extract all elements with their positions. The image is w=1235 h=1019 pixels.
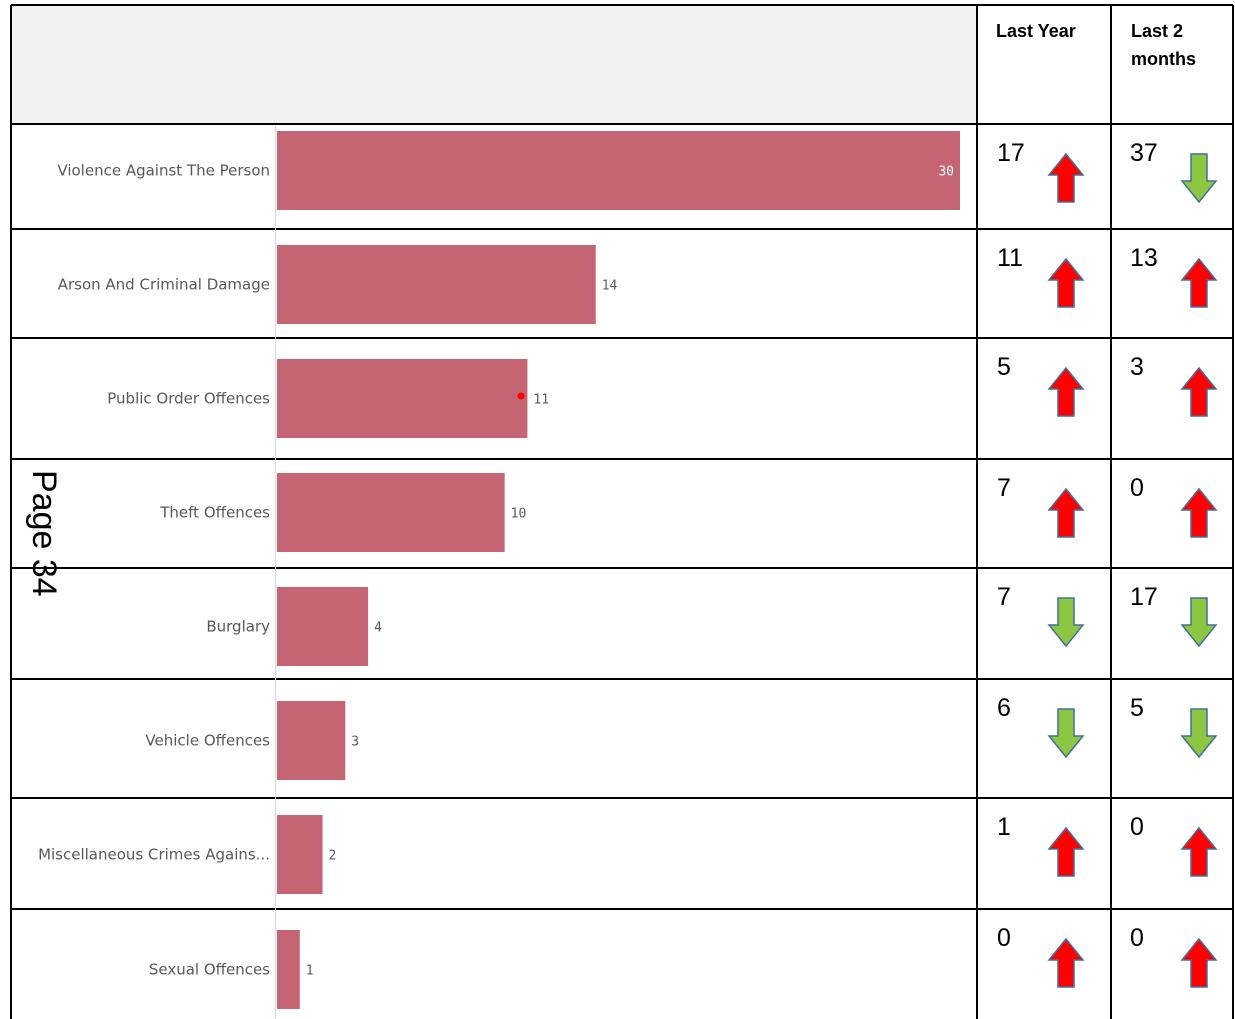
arrow-down-icon <box>1047 597 1085 648</box>
last-year-value: 7 <box>997 583 1011 611</box>
bar <box>277 587 369 666</box>
table-header-background <box>11 5 977 124</box>
bar <box>277 701 346 780</box>
arrow-up-icon <box>1180 257 1218 308</box>
last-2-months-value: 37 <box>1130 139 1158 167</box>
arrow-up-icon <box>1047 152 1085 203</box>
header-last-2-months-line-1: Last 2 <box>1131 21 1183 41</box>
category-label: Vehicle Offences <box>145 732 270 750</box>
arrow-up-icon <box>1180 487 1218 538</box>
arrow-down-icon <box>1047 708 1085 759</box>
arrow-up-icon <box>1047 937 1085 988</box>
data-label: 1 <box>306 964 314 979</box>
arrow-up-icon <box>1180 937 1218 988</box>
data-label: 2 <box>329 849 337 864</box>
data-label: 30 <box>938 165 954 180</box>
last-year-value: 7 <box>997 474 1011 502</box>
data-label: 11 <box>533 393 549 408</box>
header-last-2-months: Last 2 months <box>1131 21 1196 69</box>
last-2-months-value: 5 <box>1130 694 1144 722</box>
arrow-up-icon <box>1047 826 1085 877</box>
last-2-months-value: 0 <box>1130 813 1144 841</box>
arrow-down-icon <box>1180 708 1218 759</box>
header-last-year: Last Year <box>996 21 1076 41</box>
category-label: Theft Offences <box>159 504 270 522</box>
category-label: Public Order Offences <box>107 390 270 408</box>
last-year-value: 6 <box>997 694 1011 722</box>
category-labels: Violence Against The Person Arson And Cri… <box>38 162 270 979</box>
data-label: 14 <box>602 279 618 294</box>
last-2-months-value: 0 <box>1130 924 1144 952</box>
arrow-up-icon <box>1180 366 1218 417</box>
last-2-months-value: 13 <box>1130 244 1158 272</box>
category-label: Sexual Offences <box>149 961 270 979</box>
data-labels: 30 14 11 10 4 3 2 1 <box>306 165 954 979</box>
arrow-up-icon <box>1180 826 1218 877</box>
bar <box>277 245 596 324</box>
data-label: 3 <box>351 735 359 750</box>
category-label: Burglary <box>206 618 270 636</box>
last-year-value: 5 <box>997 353 1011 381</box>
last-year-value: 0 <box>997 924 1011 952</box>
arrow-up-icon <box>1047 487 1085 538</box>
category-label: Miscellaneous Crimes Agains... <box>38 846 270 864</box>
last-2-months-value: 17 <box>1130 583 1158 611</box>
red-marker-dot <box>517 392 525 400</box>
last-2-months-value: 3 <box>1130 353 1144 381</box>
page-label: Page 34 <box>25 470 63 597</box>
arrow-up-icon <box>1047 366 1085 417</box>
arrow-down-icon <box>1180 597 1218 648</box>
header-last-2-months-line-2: months <box>1131 49 1196 69</box>
bar <box>277 815 323 894</box>
table-grid <box>10 4 1234 1019</box>
bar <box>277 359 528 438</box>
last-2-months-value: 0 <box>1130 474 1144 502</box>
data-label: 4 <box>374 621 382 636</box>
last-year-value: 11 <box>997 244 1023 272</box>
bar <box>277 930 300 1009</box>
bar <box>277 473 505 552</box>
arrow-down-icon <box>1180 153 1218 204</box>
last-year-value: 17 <box>997 139 1025 167</box>
header-last-year-line: Last Year <box>996 21 1076 41</box>
category-label: Arson And Criminal Damage <box>58 276 270 294</box>
data-label: 10 <box>511 507 527 522</box>
bar <box>277 131 960 210</box>
category-label: Violence Against The Person <box>57 162 270 180</box>
arrow-up-icon <box>1047 257 1085 308</box>
bar-series <box>277 131 960 1009</box>
last-year-value: 1 <box>997 813 1011 841</box>
